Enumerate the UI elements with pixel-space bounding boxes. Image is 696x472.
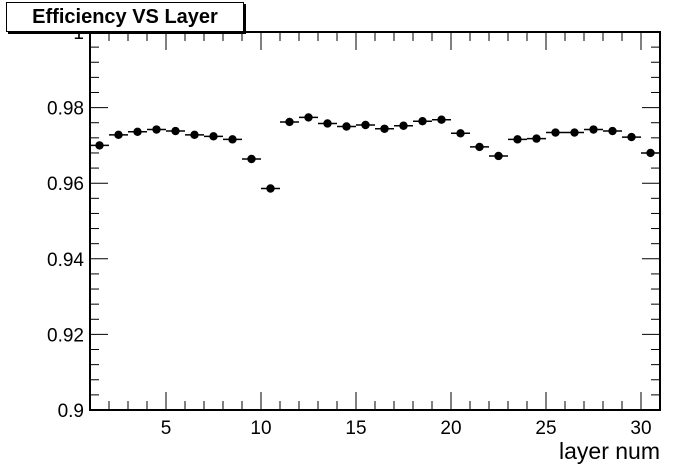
data-point: [513, 135, 522, 144]
data-point: [380, 124, 389, 133]
data-point: [133, 127, 142, 136]
x-axis-title: layer num: [559, 438, 660, 464]
data-point: [437, 115, 446, 124]
data-point: [399, 121, 408, 130]
data-point: [418, 117, 427, 126]
data-point: [570, 128, 579, 137]
chart-title: Efficiency VS Layer: [6, 2, 244, 32]
data-point: [323, 119, 332, 128]
data-point: [475, 142, 484, 152]
data-point: [494, 151, 503, 161]
data-point: [532, 134, 541, 143]
y-tick-label: 0.96: [47, 174, 84, 195]
data-point: [589, 125, 598, 134]
x-tick-label: 25: [535, 418, 556, 439]
plot-frame: [89, 31, 661, 411]
data-point: [114, 130, 123, 140]
data-point: [361, 120, 370, 130]
data-point: [247, 154, 256, 164]
x-tick-label: 5: [161, 418, 172, 439]
data-point: [95, 141, 104, 150]
data-point: [551, 128, 560, 137]
data-point: [646, 148, 655, 158]
y-tick-label: 1: [73, 23, 84, 44]
y-tick-label: 0.9: [58, 401, 84, 422]
x-tick-label: 15: [345, 418, 366, 439]
data-point: [171, 126, 180, 136]
x-tick-label: 10: [250, 418, 271, 439]
y-tick-label: 0.94: [47, 250, 84, 271]
x-tick-label: 30: [630, 418, 651, 439]
data-point: [456, 129, 465, 138]
data-point: [209, 132, 218, 141]
data-point: [342, 122, 351, 131]
data-point: [285, 117, 294, 127]
data-point: [228, 135, 237, 144]
data-point: [152, 125, 161, 134]
data-point: [608, 126, 617, 136]
data-point: [304, 113, 313, 122]
data-point: [627, 132, 636, 142]
y-tick-label: 0.98: [47, 99, 84, 120]
x-tick-label: 20: [440, 418, 461, 439]
y-tick-label: 0.92: [47, 325, 84, 346]
data-point: [190, 130, 199, 140]
data-point: [266, 184, 275, 193]
